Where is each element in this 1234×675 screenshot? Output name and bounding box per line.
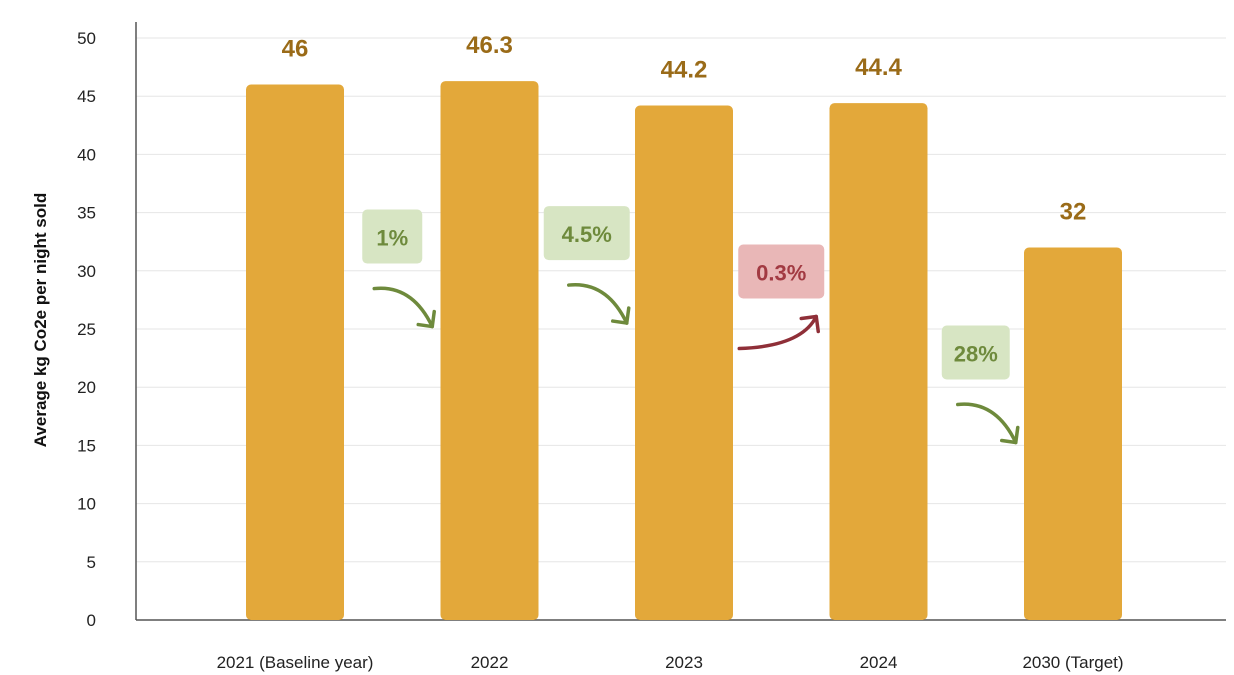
bar-value-label: 44.4 <box>855 54 902 81</box>
y-tick-label: 10 <box>77 495 96 514</box>
bar <box>246 84 344 620</box>
y-axis-label: Average kg Co2e per night sold <box>31 193 50 447</box>
x-tick-label: 2024 <box>860 653 898 672</box>
bar-value-label: 32 <box>1060 199 1087 226</box>
bar <box>1024 247 1122 620</box>
bar-value-label: 44.2 <box>661 57 708 84</box>
labels: 46 2021 (Baseline year) 46.3 2022 44.2 2023 44… <box>217 32 1124 672</box>
up-arrow-icon <box>737 314 818 351</box>
change-percent-label: 4.5% <box>562 222 612 247</box>
change-percent-label: 0.3% <box>756 261 806 286</box>
y-tick-label: 15 <box>77 436 96 455</box>
up-arrow-head-icon <box>799 314 820 334</box>
decrease-badge <box>362 209 423 264</box>
bar-value-label: 46.3 <box>466 32 513 59</box>
down-arrow-head-icon <box>611 306 631 325</box>
x-tick-label: 2021 (Baseline year) <box>217 653 374 672</box>
down-arrow-icon <box>956 402 1018 445</box>
y-tick-label: 25 <box>77 320 96 339</box>
down-arrow-head-icon <box>416 309 436 329</box>
bars <box>246 81 1122 621</box>
y-tick-label: 50 <box>77 29 96 48</box>
y-tick-label: 30 <box>77 262 96 281</box>
x-tick-label: 2023 <box>665 653 703 672</box>
increase-badge <box>738 244 825 299</box>
bar-value-label: 46 <box>282 36 309 63</box>
bar <box>829 103 928 620</box>
bar <box>635 105 733 620</box>
change-badges: 1% 4.5% 0.3% 28% <box>362 206 1020 445</box>
axes: 0 5 10 15 20 25 30 35 40 45 50 <box>77 22 1226 630</box>
y-tick-label: 35 <box>77 204 96 223</box>
y-tick-label: 40 <box>77 145 96 164</box>
change-percent-label: 28% <box>954 342 998 367</box>
decrease-badge <box>941 325 1010 380</box>
y-tick-label: 20 <box>77 378 96 397</box>
y-tick-label: 45 <box>77 87 96 106</box>
change-percent-label: 1% <box>376 226 408 251</box>
down-arrow-head-icon <box>1000 425 1020 445</box>
bar <box>440 81 539 621</box>
x-tick-label: 2030 (Target) <box>1022 653 1123 672</box>
down-arrow-icon <box>372 286 434 329</box>
y-tick-label: 0 <box>87 611 96 630</box>
down-arrow-icon <box>567 282 629 325</box>
y-tick-label: 5 <box>87 553 96 572</box>
decrease-badge <box>543 206 630 261</box>
x-tick-label: 2022 <box>471 653 509 672</box>
